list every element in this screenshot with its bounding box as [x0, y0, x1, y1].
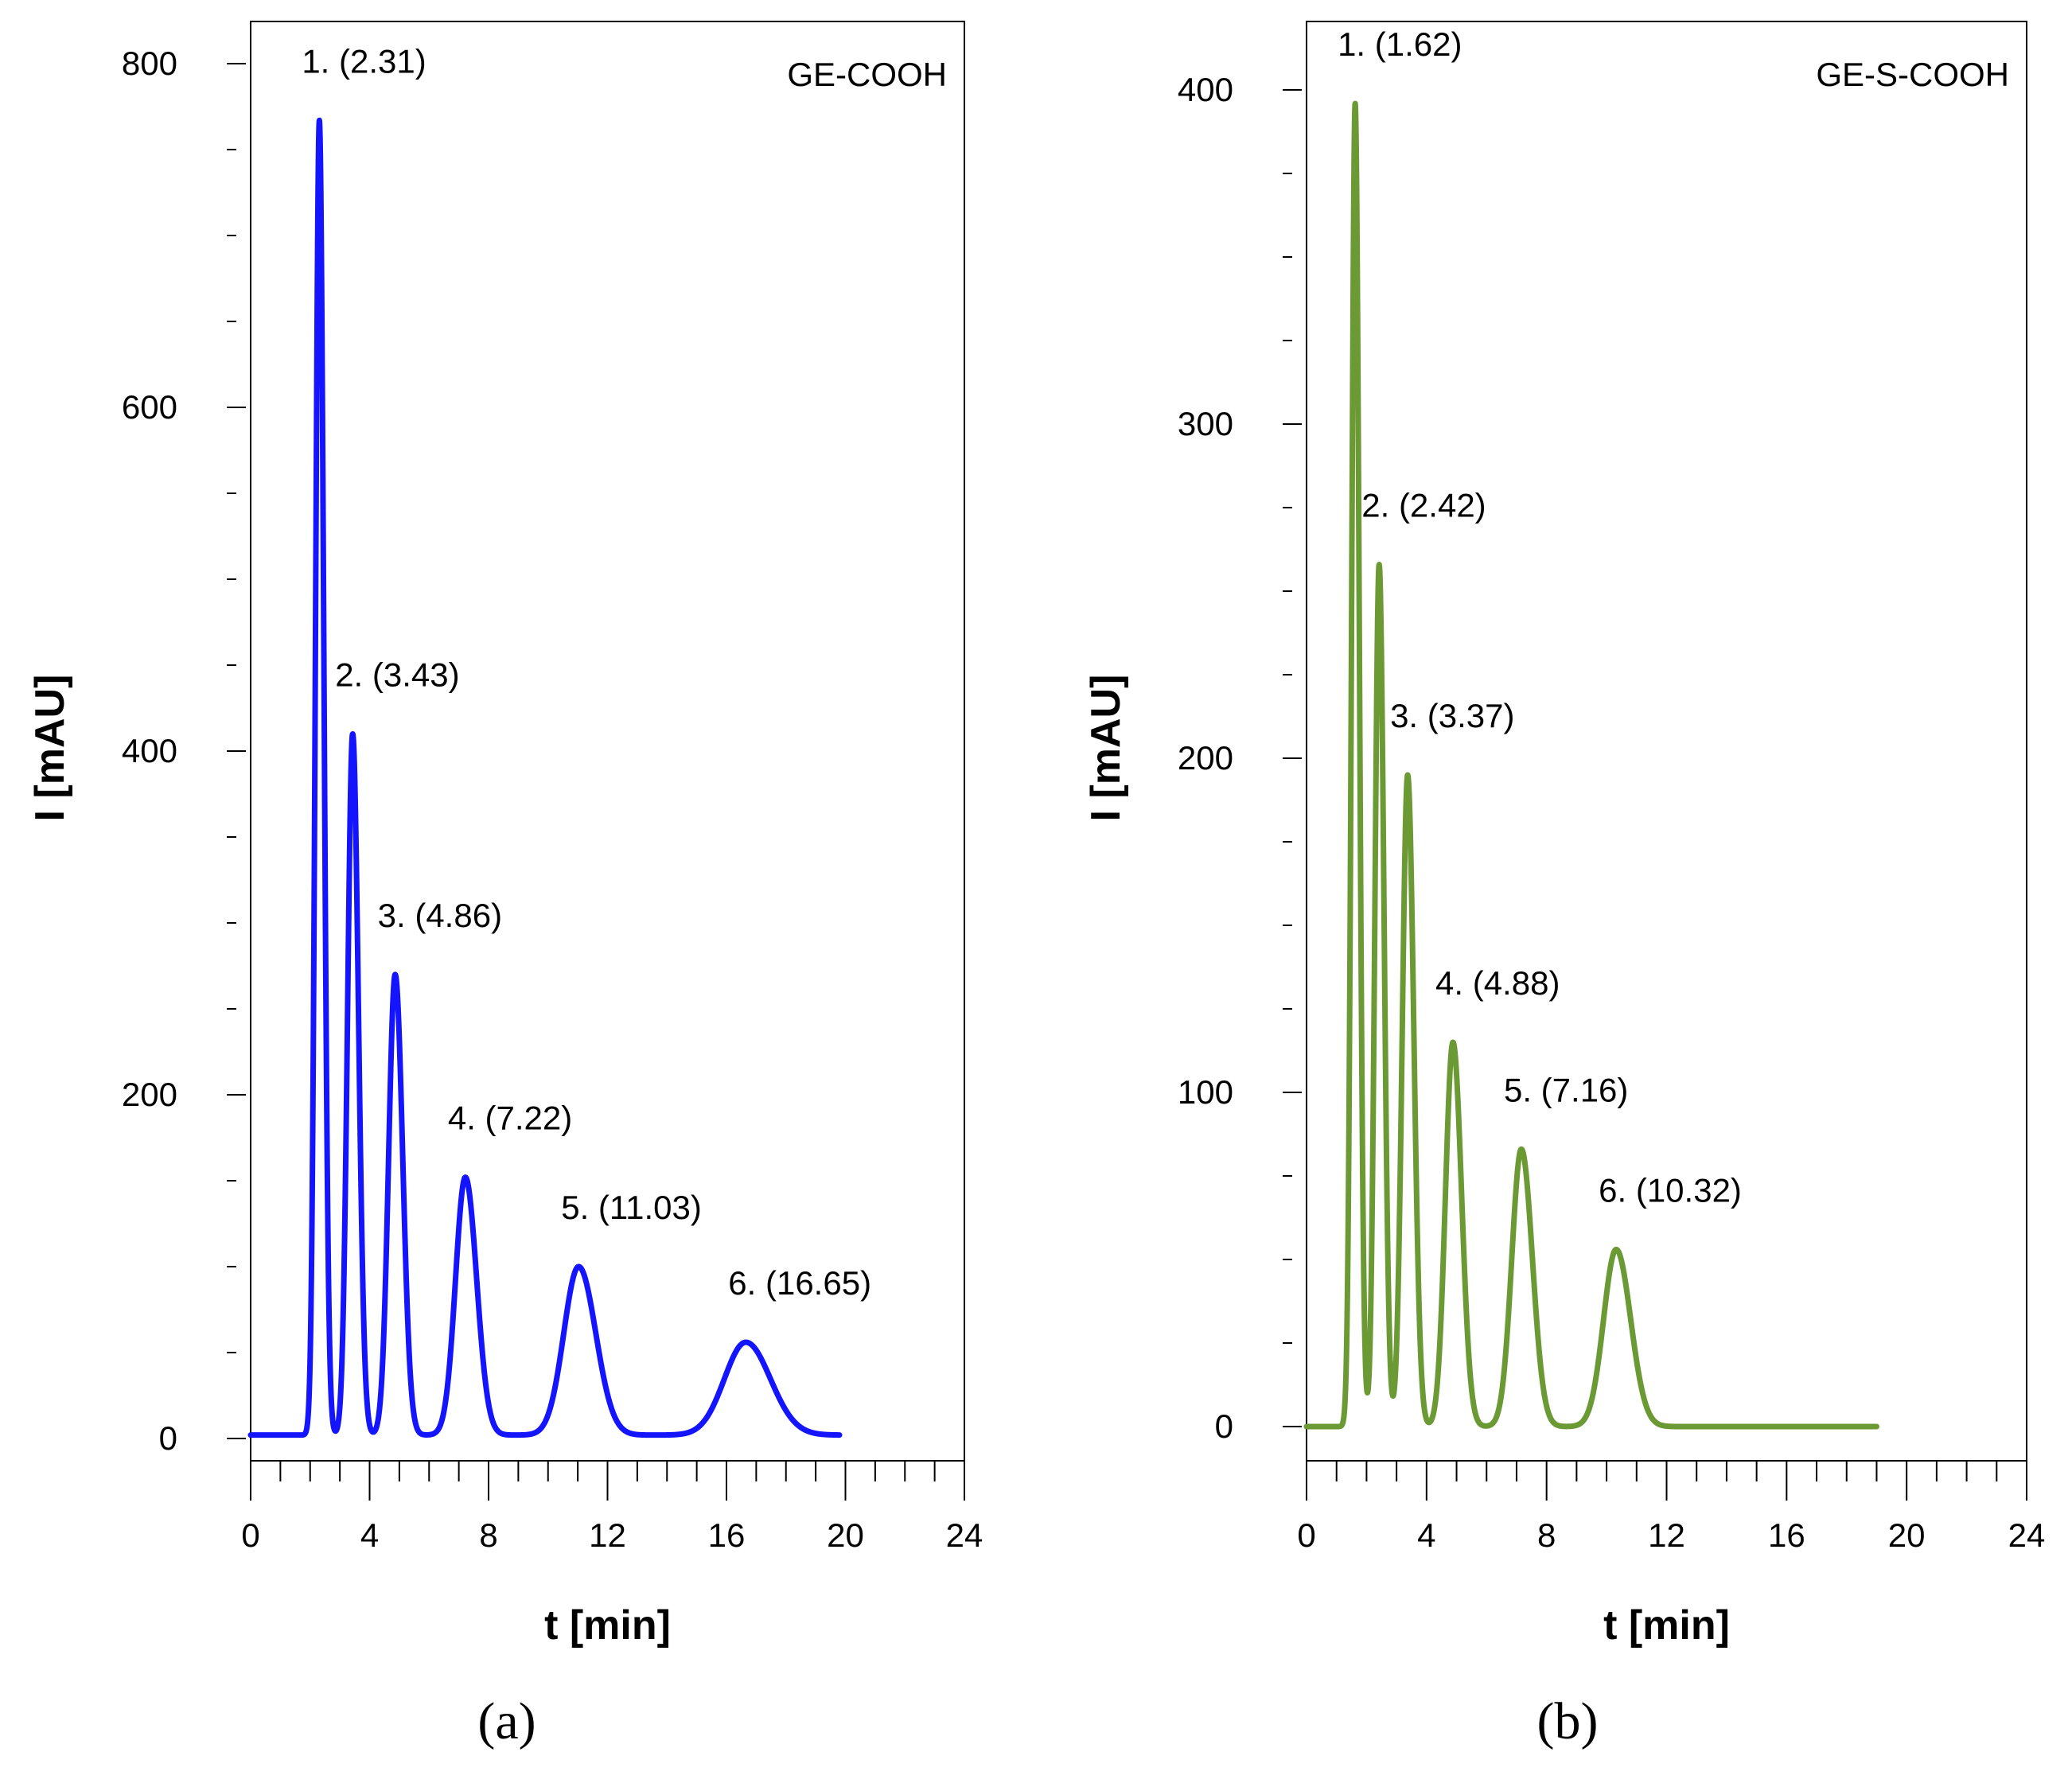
peak-label: 2. (2.42) — [1361, 486, 1486, 524]
peak-label: 3. (4.86) — [378, 897, 502, 934]
y-axis-title: I [mAU] — [27, 675, 73, 822]
peak-label: 6. (10.32) — [1599, 1171, 1742, 1209]
y-tick-label: 800 — [122, 45, 177, 82]
peak-point — [1615, 1248, 1618, 1251]
peak-point — [1354, 102, 1357, 104]
y-tick-label: 300 — [1178, 405, 1233, 442]
chromatogram-line — [247, 117, 843, 1438]
panel-caption: (a) — [477, 1692, 536, 1750]
y-axis-title: I [mAU] — [1083, 675, 1129, 822]
peak-label: 2. (3.43) — [335, 656, 459, 693]
panel-caption: (b) — [1537, 1692, 1599, 1750]
y-tick-label: 400 — [122, 732, 177, 769]
peak-point — [1407, 773, 1409, 776]
peak-point — [578, 1266, 580, 1267]
peak-point — [745, 1341, 747, 1344]
peak-label: 1. (2.31) — [302, 42, 426, 80]
x-tick-label: 8 — [1537, 1516, 1556, 1554]
peak-label: 3. (3.37) — [1390, 697, 1514, 734]
chart-panel-a: 0 200 400 600 800 0 4 8 12 16 20 24 t [min] I [mAU] GE… — [27, 21, 983, 1750]
peak-label: 5. (11.03) — [561, 1189, 702, 1226]
y-tick-label: 0 — [1215, 1407, 1233, 1445]
peak-point — [352, 733, 354, 735]
x-axis-title: t [min] — [544, 1602, 671, 1649]
chromatogram-line — [1303, 100, 1879, 1430]
y-tick-label: 200 — [122, 1076, 177, 1113]
y-tick-label: 100 — [1178, 1073, 1233, 1111]
peak-label: 1. (1.62) — [1338, 25, 1462, 63]
peak-point — [1378, 563, 1381, 566]
x-axis-title: t [min] — [1603, 1602, 1730, 1649]
peak-label: 5. (7.16) — [1504, 1071, 1628, 1108]
x-tick-label: 12 — [1648, 1516, 1685, 1554]
x-tick-label: 20 — [827, 1516, 864, 1554]
x-tick-label: 16 — [708, 1516, 746, 1554]
x-tick-label: 20 — [1888, 1516, 1926, 1554]
peak-point — [464, 1176, 466, 1178]
plot-frame — [1306, 21, 2027, 1462]
y-tick-label: 400 — [1178, 71, 1233, 108]
x-tick-label: 24 — [2008, 1516, 2046, 1554]
peak-point — [1452, 1041, 1455, 1043]
sample-label: GE-COOH — [787, 56, 947, 93]
x-tick-label: 0 — [1297, 1516, 1315, 1554]
peak-point — [394, 973, 396, 975]
peak-point — [1520, 1148, 1522, 1150]
x-tick-label: 4 — [1417, 1516, 1435, 1554]
y-tick-label: 0 — [159, 1419, 177, 1457]
peak-label: 6. (16.65) — [728, 1264, 871, 1302]
peak-label: 4. (7.22) — [448, 1100, 572, 1137]
peak-label: 4. (4.88) — [1435, 964, 1560, 1002]
x-tick-label: 4 — [360, 1516, 379, 1554]
sample-label: GE-S-COOH — [1816, 56, 2009, 93]
peak-point — [318, 119, 321, 122]
y-tick-label: 200 — [1178, 739, 1233, 777]
x-tick-label: 8 — [479, 1516, 497, 1554]
x-tick-label: 24 — [946, 1516, 983, 1554]
y-tick-label: 600 — [122, 388, 177, 426]
chart-panel-b: 0 100 200 300 400 0 4 8 12 16 20 24 t [min] I [mAU] GE… — [1083, 21, 2045, 1750]
x-tick-label: 0 — [241, 1516, 259, 1554]
x-tick-label: 16 — [1768, 1516, 1805, 1554]
x-tick-label: 12 — [589, 1516, 626, 1554]
plot-frame — [250, 21, 965, 1462]
